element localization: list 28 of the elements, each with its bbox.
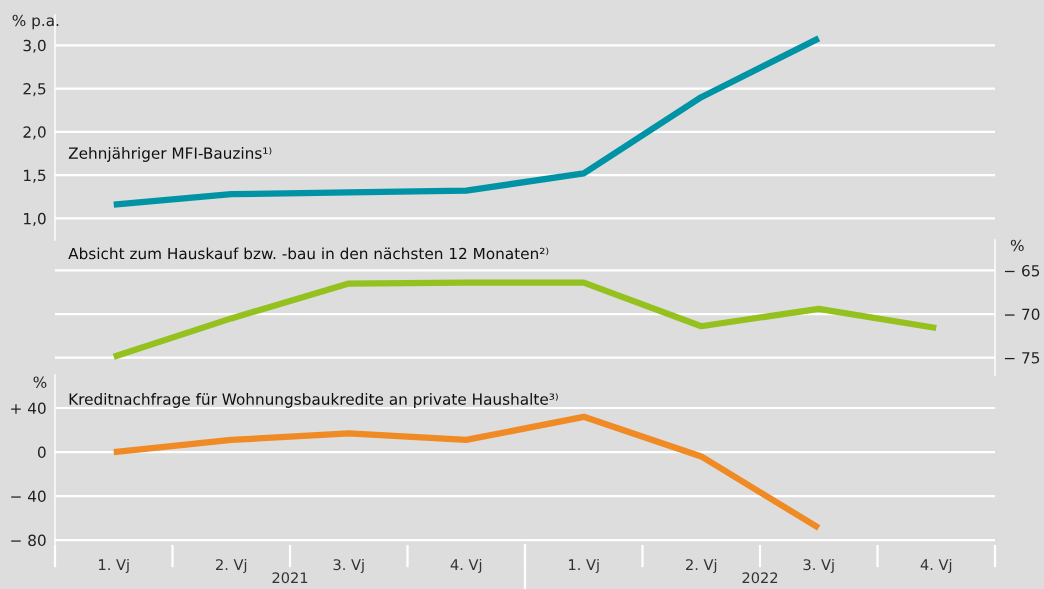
y-tick-label: 1,5 (24, 169, 46, 183)
x-tick-label: 1. Vj (569, 558, 599, 573)
y-tick-label: 2,5 (23, 83, 46, 97)
y-tick-label: 0 (37, 446, 46, 459)
text: 2022 (742, 572, 778, 584)
y-tick-label: − 70 (1004, 308, 1040, 321)
y-tick-label: − 40 (11, 490, 46, 503)
x-tick-label: 3. Vj (333, 558, 364, 573)
y-axis-title: % (33, 376, 47, 388)
y-tick-label: − 80 (11, 534, 46, 547)
y-tick-label: 3,0 (23, 39, 46, 53)
x-tick-label: 4. Vj (920, 558, 952, 573)
y-tick-label: 1,0 (24, 212, 46, 226)
y-axis-title: % (1010, 239, 1024, 252)
y-tick-label: 2,0 (23, 126, 46, 140)
chart-title: Absicht zum Hauskauf bzw. -bau in den nächsten 12 Monaten²⁾ (68, 247, 549, 260)
x-tick-label: 2. Vj (686, 558, 717, 573)
text: 2021 (272, 572, 308, 584)
x-tick-label: 1. Vj (99, 558, 129, 573)
x-tick-label: 2. Vj (216, 558, 247, 573)
y-axis-title: % p.a. (12, 14, 59, 30)
y-tick-label: + 40 (11, 402, 46, 415)
x-tick-label: 3. Vj (803, 558, 834, 573)
y-tick-label: − 65 (1004, 264, 1040, 277)
text: Zehnjähriger MFI-Bauzins¹⁾ (68, 147, 272, 162)
y-tick-label: − 75 (1004, 352, 1040, 364)
x-tick-label: 4. Vj (450, 558, 482, 573)
text: Kreditnachfrage für Wohnungsbaukredite an private Haushalte³⁾ (69, 393, 558, 408)
